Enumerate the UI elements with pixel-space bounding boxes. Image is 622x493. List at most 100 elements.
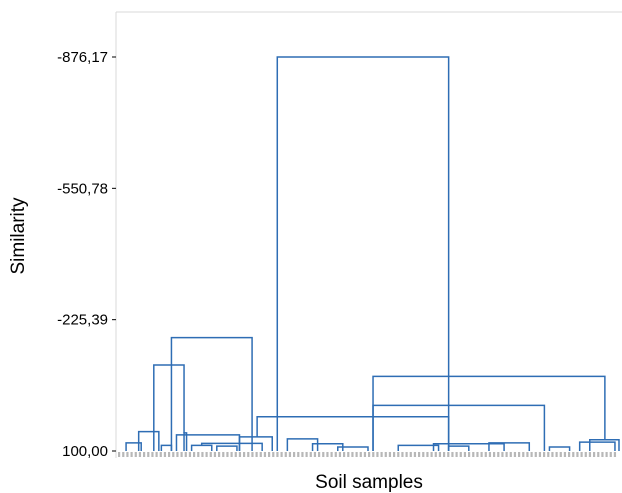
leaf-label-mark bbox=[247, 452, 250, 457]
leaf-label-mark bbox=[451, 452, 454, 457]
leaf-label-mark bbox=[288, 452, 292, 457]
leaf-label-mark bbox=[584, 452, 587, 457]
leaf-label-mark bbox=[151, 452, 154, 457]
dendrogram-link bbox=[589, 438, 620, 451]
leaf-label-mark bbox=[522, 452, 525, 457]
leaf-label-mark bbox=[401, 452, 404, 457]
leaf-label-mark bbox=[309, 452, 312, 457]
leaf-label-mark bbox=[397, 452, 400, 457]
leaf-label-mark bbox=[588, 452, 592, 457]
dendrogram-link bbox=[200, 442, 263, 451]
leaf-label-mark bbox=[184, 452, 187, 457]
leaf-label-mark bbox=[118, 452, 121, 457]
leaf-label-mark bbox=[380, 452, 383, 457]
leaf-label-mark bbox=[534, 452, 537, 457]
leaf-label-mark bbox=[147, 452, 150, 457]
leaf-label-mark bbox=[226, 452, 229, 457]
dendrogram-link bbox=[190, 444, 213, 451]
leaf-label-mark bbox=[284, 452, 287, 457]
dendrogram-link bbox=[125, 442, 142, 451]
dendrogram-link bbox=[153, 364, 185, 451]
leaf-label-mark bbox=[209, 452, 212, 457]
leaf-label-mark bbox=[197, 452, 200, 457]
dendrogram-link bbox=[286, 438, 319, 451]
leaf-label-mark bbox=[193, 452, 196, 457]
leaf-label-mark bbox=[168, 452, 171, 457]
leaf-label-mark bbox=[551, 452, 554, 457]
leaf-label-mark bbox=[351, 452, 354, 457]
leaf-label-mark bbox=[263, 452, 267, 457]
leaf-label-mark bbox=[293, 452, 296, 457]
leaf-label-mark bbox=[613, 452, 617, 457]
leaf-label-mark bbox=[488, 452, 492, 457]
leaf-label-mark bbox=[343, 452, 346, 457]
leaf-label-mark bbox=[155, 452, 158, 457]
dendrogram-link bbox=[397, 444, 440, 451]
dendrogram-link bbox=[447, 445, 470, 451]
leaf-label-mark bbox=[518, 452, 521, 457]
leaf-label-mark bbox=[505, 452, 508, 457]
leaf-label-mark bbox=[593, 452, 596, 457]
leaf-label-mark bbox=[218, 452, 221, 457]
dendrogram-link bbox=[578, 441, 616, 451]
leaf-label-mark bbox=[476, 452, 479, 457]
leaf-label-mark bbox=[126, 452, 129, 457]
leaf-label-mark bbox=[234, 452, 237, 457]
leaf-label-mark bbox=[559, 452, 562, 457]
leaf-label-mark bbox=[334, 452, 337, 457]
dendrogram-link bbox=[488, 442, 531, 451]
leaf-label-mark bbox=[134, 452, 137, 457]
leaf-label-mark bbox=[405, 452, 408, 457]
leaf-label-mark bbox=[447, 452, 450, 457]
leaf-label-mark bbox=[272, 452, 275, 457]
leaf-label-mark bbox=[597, 452, 600, 457]
dendrogram-link bbox=[216, 445, 238, 451]
leaf-label-mark bbox=[230, 452, 233, 457]
leaf-label-mark bbox=[543, 452, 546, 457]
leaf-label-mark bbox=[180, 452, 183, 457]
leaf-label-mark bbox=[509, 452, 512, 457]
leaf-label-mark bbox=[609, 452, 612, 457]
leaf-label-mark bbox=[434, 452, 437, 457]
leaf-label-mark bbox=[572, 452, 575, 457]
leaf-label-mark bbox=[443, 452, 446, 457]
y-tick-label: -225,39 bbox=[57, 312, 108, 329]
leaf-label-mark bbox=[313, 452, 317, 457]
leaf-label-mark bbox=[213, 452, 217, 457]
y-axis-title: Similarity bbox=[8, 197, 29, 275]
dendrogram-link bbox=[160, 444, 173, 451]
dendrogram-link bbox=[256, 415, 450, 451]
dendrogram-link bbox=[432, 442, 505, 451]
leaf-label-mark bbox=[222, 452, 225, 457]
leaf-label-mark bbox=[438, 452, 442, 457]
leaf-label-mark bbox=[384, 452, 387, 457]
dendrogram-link bbox=[337, 446, 369, 451]
dendrogram-link bbox=[372, 375, 606, 451]
leaf-label-mark bbox=[368, 452, 371, 457]
dendrogram-link bbox=[170, 336, 253, 451]
leaf-label-mark bbox=[555, 452, 558, 457]
y-tick-label: -550,78 bbox=[57, 180, 108, 197]
leaf-label-mark bbox=[201, 452, 204, 457]
y-axis-ticks: -876,17 -550,78 -225,39 100,00 bbox=[57, 49, 116, 460]
dendrogram-link bbox=[137, 430, 160, 451]
leaf-label-mark bbox=[280, 452, 283, 457]
leaf-label-mark bbox=[426, 452, 429, 457]
leaf-label-mark bbox=[188, 452, 192, 457]
leaf-label-mark bbox=[297, 452, 300, 457]
dendrogram-link bbox=[276, 56, 450, 451]
x-axis-title: Soil samples bbox=[315, 472, 423, 493]
leaf-label-mark bbox=[363, 452, 367, 457]
leaf-label-mark bbox=[143, 452, 146, 457]
leaf-label-mark bbox=[463, 452, 467, 457]
leaf-label-mark bbox=[576, 452, 579, 457]
leaf-label-mark bbox=[122, 452, 125, 457]
leaf-label-mark bbox=[301, 452, 304, 457]
leaf-label-mark bbox=[318, 452, 321, 457]
leaf-label-mark bbox=[409, 452, 412, 457]
leaf-label-mark bbox=[159, 452, 162, 457]
leaf-label-mark bbox=[176, 452, 179, 457]
leaf-label-mark bbox=[418, 452, 421, 457]
leaf-label-mark bbox=[255, 452, 258, 457]
